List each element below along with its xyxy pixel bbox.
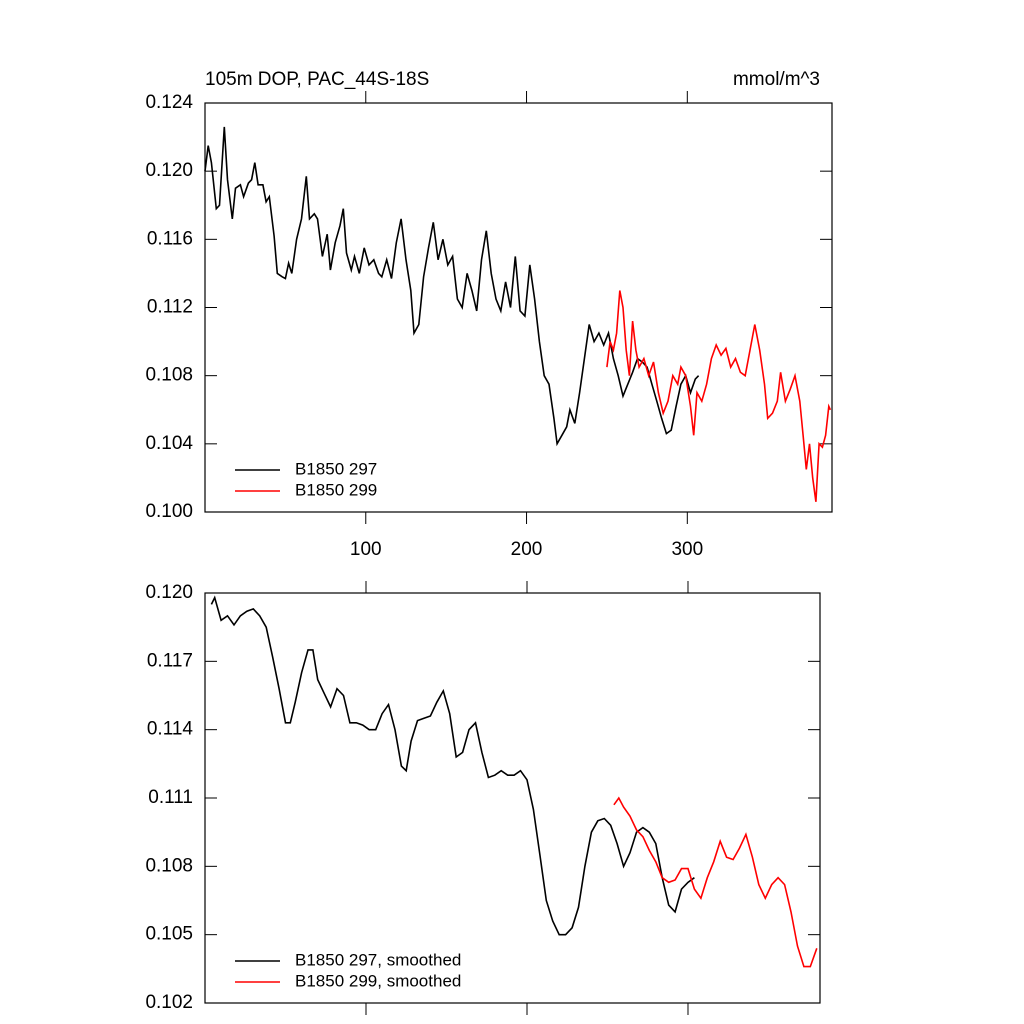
plot-frame [204, 102, 833, 513]
y-tick-label: 0.124 [145, 92, 193, 113]
y-tick-label: 0.108 [145, 855, 193, 876]
data-line [606, 290, 832, 502]
y-tick-label: 0.111 [148, 787, 193, 808]
x-tick-label: 100 [350, 539, 382, 560]
legend-label: B1850 299 [295, 480, 377, 499]
y-tick-label: 0.105 [145, 924, 193, 945]
data-line [613, 796, 818, 968]
y-tick-label: 0.108 [145, 365, 193, 386]
legend-label: B1850 297 [295, 459, 377, 478]
x-tick-label: 300 [671, 539, 703, 560]
y-tick-label: 0.100 [145, 501, 193, 522]
y-tick-label: 0.117 [147, 650, 193, 671]
data-line [204, 126, 700, 447]
y-tick-label: 0.120 [145, 160, 193, 181]
y-tick-label: 0.112 [147, 297, 193, 318]
x-tick-label: 200 [511, 539, 543, 560]
y-tick-label: 0.114 [147, 719, 194, 740]
y-tick-label: 0.116 [147, 228, 193, 249]
y-tick-label: 0.104 [145, 433, 193, 454]
legend-label: B1850 299, smoothed [295, 971, 461, 990]
legend-label: B1850 297, smoothed [295, 950, 461, 969]
chart-title: 105m DOP, PAC_44S-18S [205, 69, 429, 90]
y-tick-label: 0.102 [145, 992, 193, 1013]
plot-frame [204, 592, 821, 1004]
data-line [210, 595, 695, 936]
y-tick-label: 0.120 [145, 582, 193, 603]
units-label: mmol/m^3 [733, 69, 820, 90]
